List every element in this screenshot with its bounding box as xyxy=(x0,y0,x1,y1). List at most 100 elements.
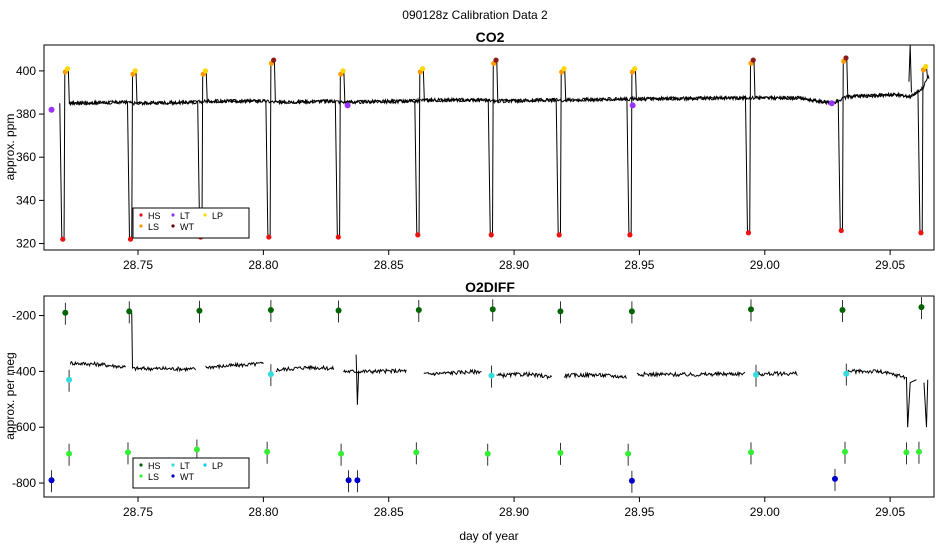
o2diff-baseline-trace xyxy=(69,360,126,370)
o2diff-ls-point xyxy=(124,449,131,456)
o2diff-hs-point xyxy=(415,306,422,313)
co2-cycle-trace xyxy=(59,68,70,241)
co2-lp-point xyxy=(632,66,638,72)
co2-lt-point xyxy=(828,100,835,107)
o2diff-hs-point xyxy=(747,306,754,313)
o2diff-ls-point xyxy=(413,449,420,456)
o2diff-lt-point xyxy=(753,371,759,378)
co2-legend-label: LP xyxy=(212,211,223,221)
o2diff-x-tick-label: 29.05 xyxy=(875,505,905,519)
o2diff-ls-point xyxy=(842,448,848,455)
o2diff-ls-point xyxy=(66,450,73,457)
o2diff-baseline-trace xyxy=(423,368,482,377)
o2diff-plot-frame xyxy=(43,295,935,498)
co2-plot-frame xyxy=(43,44,935,251)
co2-lp-point xyxy=(132,68,138,74)
figure-title: 090128z Calibration Data 2 xyxy=(402,8,548,22)
co2-legend-swatch xyxy=(139,213,143,217)
o2diff-lt-point xyxy=(488,372,495,379)
o2diff-hs-point xyxy=(489,306,496,313)
o2diff-baseline-trace xyxy=(343,367,407,375)
o2diff-hs-point xyxy=(196,307,203,314)
co2-hs-point xyxy=(627,232,633,238)
co2-hs-point xyxy=(556,232,562,238)
o2diff-ls-point xyxy=(338,450,345,457)
x-axis-label: day of year xyxy=(459,529,518,543)
o2diff-baseline-trace xyxy=(847,368,906,380)
o2diff-ls-point xyxy=(557,449,564,456)
co2-lp-point xyxy=(561,66,567,72)
co2-x-tick-label: 28.90 xyxy=(499,258,529,272)
o2diff-baseline-trace xyxy=(496,370,553,380)
co2-hs-point xyxy=(127,236,134,242)
co2-cycle-trace xyxy=(414,68,425,236)
co2-lp-point xyxy=(750,57,756,63)
o2diff-y-tick-label: -800 xyxy=(12,476,36,490)
co2-y-tick-label: 340 xyxy=(16,193,36,207)
co2-legend-label: LS xyxy=(148,222,159,232)
o2diff-ls-point xyxy=(264,448,271,455)
o2diff-x-tick-label: 29.00 xyxy=(750,505,780,519)
o2diff-ls-point xyxy=(747,449,754,456)
o2diff-hs-point xyxy=(839,306,846,313)
co2-lp-point xyxy=(64,66,71,72)
o2diff-y-tick-label: -200 xyxy=(12,309,36,323)
o2diff-y-tick-label: -400 xyxy=(12,364,36,378)
o2diff-spike-trace xyxy=(355,354,360,405)
o2diff-x-tick-label: 28.90 xyxy=(499,505,529,519)
co2-lt-point xyxy=(629,102,636,109)
o2diff-baseline-trace xyxy=(563,371,627,380)
co2-legend-swatch xyxy=(171,224,175,228)
o2diff-x-tick-label: 28.95 xyxy=(624,505,654,519)
co2-legend-label: WT xyxy=(180,222,194,232)
o2diff-legend-label: HS xyxy=(148,461,161,471)
o2diff-lt-point xyxy=(66,376,73,383)
co2-cycle-trace xyxy=(555,68,567,236)
co2-legend-swatch xyxy=(171,213,175,217)
co2-y-tick-label: 400 xyxy=(16,64,36,78)
o2diff-baseline-trace xyxy=(275,364,335,373)
o2diff-x-tick-label: 28.85 xyxy=(374,505,404,519)
co2-gap-connector xyxy=(797,97,832,104)
co2-lp-point xyxy=(493,57,499,63)
co2-baseline-trace xyxy=(635,94,840,106)
co2-axes: 28.75 28.80 28.85 28.90 28.95 29.00 29.05 320 34… xyxy=(16,64,905,272)
co2-x-tick-label: 28.75 xyxy=(123,258,153,272)
co2-cycle-trace xyxy=(837,57,849,232)
co2-hs-point xyxy=(335,234,341,240)
o2diff-ls-point xyxy=(484,450,491,457)
co2-baseline-trace xyxy=(136,98,267,106)
co2-lp-point xyxy=(923,63,929,70)
co2-y-tick-label: 320 xyxy=(16,237,36,251)
o2diff-data-marks xyxy=(48,297,929,493)
o2diff-x-tick-label: 28.80 xyxy=(248,505,278,519)
o2diff-legend-swatch xyxy=(139,474,143,478)
o2diff-spike-trace xyxy=(905,376,917,428)
co2-panel-title: CO2 xyxy=(476,29,505,45)
co2-data-marks xyxy=(48,44,930,242)
o2diff-legend-label: LT xyxy=(180,461,190,471)
o2diff-hs-point xyxy=(267,306,274,313)
o2diff-ls-point xyxy=(915,448,922,455)
o2diff-baseline-trace xyxy=(205,361,264,370)
co2-y-tick-label: 380 xyxy=(16,107,36,121)
o2diff-legend-swatch xyxy=(171,474,175,478)
co2-spike-trace xyxy=(908,44,912,93)
o2diff-hs-point xyxy=(335,307,342,314)
co2-lp-point xyxy=(843,55,849,61)
o2diff-legend-label: LP xyxy=(212,461,223,471)
co2-legend-label: HS xyxy=(148,211,161,221)
o2diff-legend-swatch xyxy=(203,463,207,467)
o2diff-hs-point xyxy=(918,304,925,311)
o2diff-legend-box xyxy=(132,457,250,489)
co2-hs-point xyxy=(415,232,421,238)
co2-cycle-trace xyxy=(334,70,346,238)
co2-lt-point xyxy=(48,106,55,113)
co2-hs-point xyxy=(745,230,752,236)
o2diff-hs-point xyxy=(62,309,69,316)
co2-legend-swatch xyxy=(203,213,207,217)
co2-baseline-trace xyxy=(206,98,336,105)
o2diff-panel-title: O2DIFF xyxy=(465,279,515,295)
